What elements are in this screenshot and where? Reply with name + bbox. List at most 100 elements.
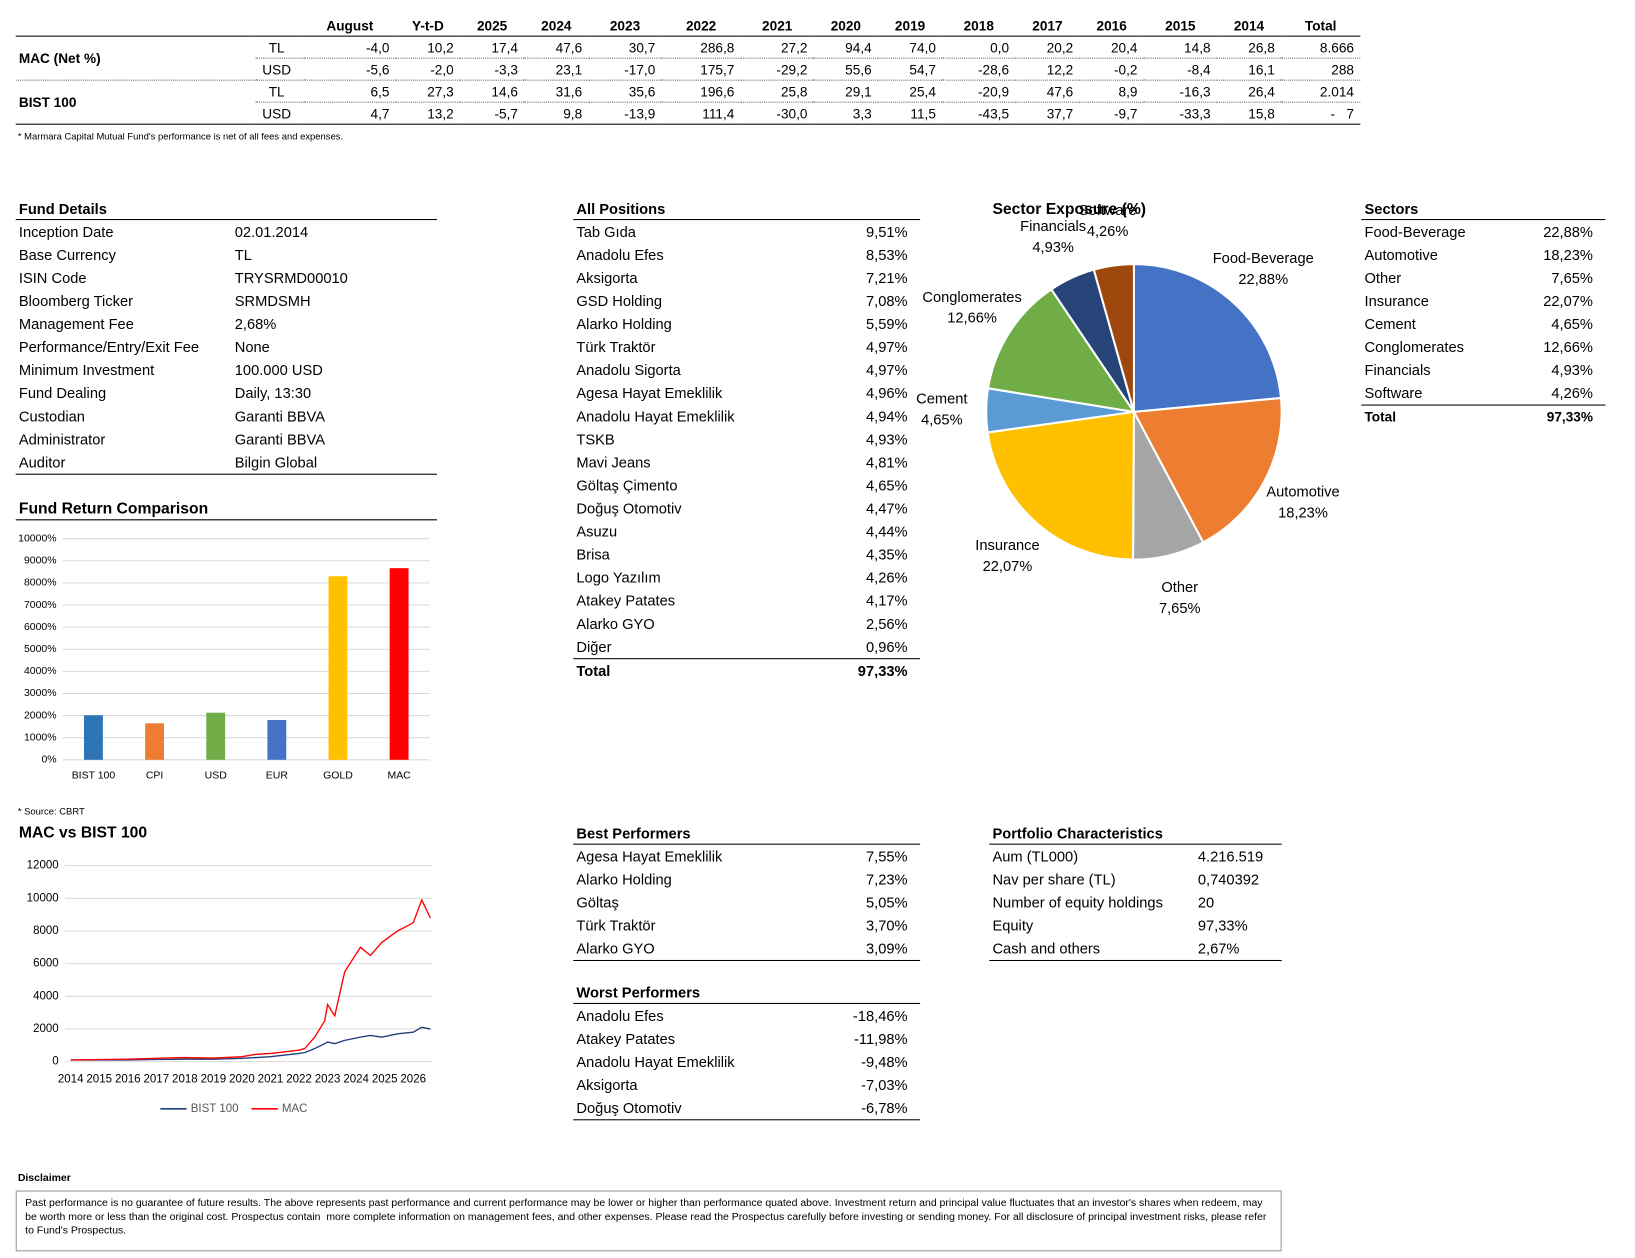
row-value: 22,07% (1543, 292, 1593, 310)
row-value: 5,59% (865, 315, 908, 333)
return-value: 54,7 (877, 58, 943, 81)
return-value: -9,7 (1079, 102, 1144, 125)
row-label: Custodian (18, 407, 85, 425)
return-value: 17,4 (460, 36, 525, 59)
x-tick-label: MAC (387, 770, 411, 781)
performance-row: USD -5,6 -2,0 -3,3 23,1 -17,0 175,7 -29,2 55,6 54… (16, 58, 1361, 81)
row-value: 7,65% (1551, 269, 1593, 287)
pie-slice (986, 287, 1137, 414)
table-title: Worst Performers (573, 982, 921, 1004)
x-tick-label: BIST 100 (72, 770, 116, 781)
chart-title: Fund Return Comparison (19, 500, 208, 517)
table-row: Anadolu Efes 8,53% (573, 243, 920, 266)
row-label: Nav per share (TL) (992, 870, 1116, 888)
table-title: Fund Details (15, 198, 438, 221)
row-value: 4,26% (1551, 384, 1593, 402)
row-value: -7,03% (861, 1076, 908, 1094)
return-value: 30,7 (588, 36, 662, 59)
row-value: 7,21% (865, 269, 908, 287)
row-value: None (234, 338, 270, 356)
row-value: 4,26% (865, 569, 908, 586)
return-value: 4,7 (303, 102, 396, 125)
row-label: TSKB (576, 430, 615, 448)
chart-title: Sector Exposure (%) (992, 201, 1146, 218)
row-label: Conglomerates (1364, 338, 1464, 356)
fund-details: Fund Details Inception Date 02.01.2014 Base… (15, 198, 438, 475)
row-value: 8,53% (865, 246, 908, 264)
slice-label: Cement (916, 391, 967, 407)
y-tick-label: 8000 (33, 925, 59, 937)
row-label: Anadolu Sigorta (576, 361, 681, 379)
row-value: 5,05% (865, 893, 908, 911)
row-label: Agesa Hayat Emeklilik (576, 847, 723, 865)
row-label: Aum (TL000) (992, 847, 1079, 865)
return-value: 23,1 (524, 58, 589, 81)
bar (206, 712, 226, 760)
column-header: 2018 (942, 14, 1016, 37)
row-label: Management Fee (18, 315, 134, 333)
return-value: 3,3 (813, 102, 878, 125)
table-title: Best Performers (573, 823, 921, 845)
performance-row: USD 4,7 13,2 -5,7 9,8 -13,9 111,4 -30,0 3,3 11,5-… (16, 102, 1361, 125)
return-value: -13,9 (588, 102, 662, 125)
return-value: -16,3 (1143, 80, 1217, 103)
performance-note: * Marmara Capital Mutual Fund's performa… (17, 131, 344, 142)
row-value: 4,35% (865, 546, 908, 563)
row-value: 0,96% (865, 638, 908, 655)
table-row: Tab Gıda 9,51% (573, 220, 920, 243)
y-tick-label: 2000% (24, 710, 57, 721)
disclaimer-text: Past performance is no guarantee of futu… (15, 1190, 1282, 1252)
return-value: 2.014 (1281, 80, 1361, 103)
best-performers: Best Performers Agesa Hayat Emeklilik 7,55… (573, 823, 921, 962)
slice-label: Financials (1020, 219, 1086, 235)
row-label: Mavi Jeans (576, 453, 651, 471)
table-row: Other 7,65% (1361, 266, 1605, 289)
table-row: Logo Yazılım 4,26% (573, 566, 920, 589)
x-tick-label: 2019 (201, 1073, 227, 1085)
row-label: Food-Beverage (1364, 223, 1466, 240)
slice-value-label: 4,65% (921, 412, 963, 428)
table-row: Financials 4,93% (1361, 358, 1605, 381)
row-value: 7,08% (865, 292, 908, 310)
return-value: -4,0 (303, 36, 396, 59)
x-tick-label: CPI (146, 770, 163, 781)
table-row: Aksigorta -7,03% (573, 1073, 920, 1096)
table-row: Management Fee 2,68% (16, 312, 437, 335)
return-value: -3,3 (460, 58, 525, 81)
return-value: 14,8 (1143, 36, 1217, 59)
row-value: 100.000 USD (234, 361, 323, 379)
row-label: Göltaş (576, 893, 619, 911)
performance-row: BIST 100 TL 6,5 27,3 14,6 31,6 35,6 196,6 25,8 29… (15, 80, 1361, 125)
row-value: 2,56% (865, 615, 908, 632)
row-label: Anadolu Efes (576, 1007, 664, 1024)
row-label: Alarko Holding (576, 315, 672, 333)
return-value: 8,9 (1079, 80, 1144, 103)
return-value: 13,2 (395, 102, 461, 125)
table-row: Automotive 18,23% (1361, 243, 1605, 266)
table-row: Bloomberg Ticker SRMDSMH (16, 289, 437, 312)
group-name: BIST 100 (15, 80, 256, 125)
y-tick-label: 10000 (27, 892, 59, 904)
table-row: Cement 4,65% (1361, 312, 1605, 335)
table-title: All Positions (573, 198, 921, 221)
return-value: 6,5 (303, 80, 396, 103)
table-row: Cash and others 2,67% (989, 937, 1281, 960)
row-label: Atakey Patates (576, 592, 676, 609)
x-tick-label: 2022 (286, 1073, 312, 1085)
y-tick-label: 7000% (24, 600, 57, 611)
return-value: 27,3 (395, 80, 461, 103)
row-value: 22,88% (1543, 223, 1593, 240)
return-value: 196,6 (661, 80, 741, 103)
row-label: Cement (1364, 315, 1416, 333)
row-label: Software (1364, 384, 1423, 402)
row-value: 20 (1197, 893, 1215, 911)
table-row: Insurance 22,07% (1361, 289, 1605, 312)
slice-value-label: 18,23% (1278, 505, 1328, 521)
return-value: -0,2 (1079, 58, 1144, 81)
column-header: 2025 (460, 14, 525, 37)
row-label: Base Currency (18, 246, 116, 264)
table-row: Brisa 4,35% (573, 543, 920, 566)
row-label: Anadolu Hayat Emeklilik (576, 407, 735, 425)
table-title: Sectors (1361, 198, 1606, 221)
